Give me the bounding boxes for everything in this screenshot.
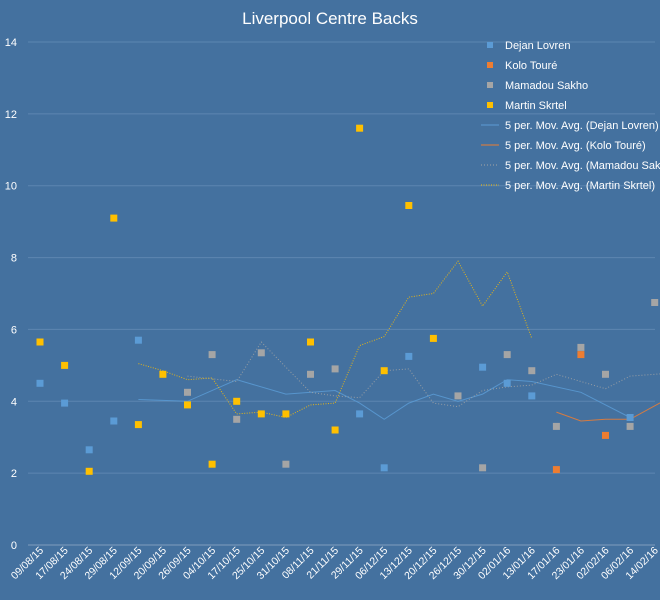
data-point	[577, 343, 585, 351]
legend-label: Mamadou Sakho	[505, 80, 588, 92]
data-point	[331, 365, 339, 373]
data-point	[602, 431, 609, 439]
data-point	[479, 464, 487, 472]
data-point	[307, 338, 314, 346]
data-point	[405, 202, 413, 209]
data-point	[307, 370, 314, 378]
y-tick-label: 10	[5, 181, 17, 193]
data-point	[257, 349, 265, 357]
data-point	[602, 370, 609, 378]
legend-label: 5 per. Mov. Avg. (Kolo Touré)	[505, 140, 646, 152]
data-point	[36, 338, 44, 346]
data-point	[159, 370, 167, 378]
data-point	[552, 466, 560, 474]
data-point	[233, 397, 241, 405]
legend-marker	[487, 102, 493, 108]
y-tick-label: 6	[11, 324, 17, 336]
data-point	[380, 464, 388, 472]
data-point	[61, 361, 69, 369]
data-point	[184, 401, 191, 409]
data-point	[36, 379, 44, 387]
data-point	[577, 351, 585, 359]
data-point	[282, 460, 290, 468]
legend-marker	[487, 42, 493, 48]
legend-label: 5 per. Mov. Avg. (Mamadou Sakho)	[505, 160, 660, 172]
data-point	[503, 351, 511, 359]
data-point	[208, 460, 216, 468]
y-tick-label: 4	[11, 396, 17, 408]
data-point	[134, 336, 142, 344]
data-point	[110, 214, 118, 222]
chart-title: Liverpool Centre Backs	[242, 9, 418, 28]
data-point	[651, 299, 659, 306]
grid	[28, 41, 655, 546]
legend-label: Martin Skrtel	[505, 100, 567, 112]
data-point	[479, 363, 487, 371]
y-axis: 0 2 4 6 8 10 12 14	[5, 37, 17, 552]
data-point	[626, 414, 634, 421]
data-point	[61, 399, 69, 407]
data-point	[184, 388, 191, 396]
data-point	[208, 351, 216, 359]
data-point	[257, 410, 265, 418]
data-point	[134, 421, 142, 429]
data-point	[503, 379, 511, 387]
data-point	[454, 392, 462, 400]
data-point	[356, 124, 364, 132]
data-point	[331, 426, 339, 434]
data-point	[110, 417, 118, 425]
y-tick-label: 0	[11, 540, 17, 552]
data-point	[85, 446, 93, 454]
legend-label: Dejan Lovren	[505, 40, 570, 52]
data-point	[85, 467, 93, 475]
data-point	[528, 367, 536, 375]
data-point	[405, 352, 413, 360]
data-point	[528, 392, 536, 400]
data-point	[626, 422, 634, 430]
moving-average-line	[138, 379, 631, 420]
data-point	[282, 410, 290, 418]
legend-label: 5 per. Mov. Avg. (Martin Skrtel)	[505, 180, 655, 192]
legend-label: 5 per. Mov. Avg. (Dejan Lovren)	[505, 120, 659, 132]
data-point	[356, 410, 364, 418]
y-tick-label: 14	[5, 37, 17, 49]
legend-label: Kolo Touré	[505, 60, 557, 72]
data-point	[233, 415, 241, 423]
legend-marker	[487, 82, 493, 88]
legend: Dejan Lovren Kolo Touré Mamadou Sakho Marti…	[481, 40, 660, 192]
data-point	[552, 422, 560, 430]
data-point	[380, 367, 388, 375]
y-tick-label: 8	[11, 253, 17, 265]
y-tick-label: 2	[11, 468, 17, 480]
y-tick-label: 12	[5, 109, 17, 121]
moving-average-line	[138, 260, 533, 419]
data-point	[429, 334, 437, 342]
moving-average-line	[556, 402, 660, 422]
moving-average-lines	[138, 260, 660, 422]
scatter-markers	[36, 124, 659, 475]
legend-marker	[487, 62, 493, 68]
